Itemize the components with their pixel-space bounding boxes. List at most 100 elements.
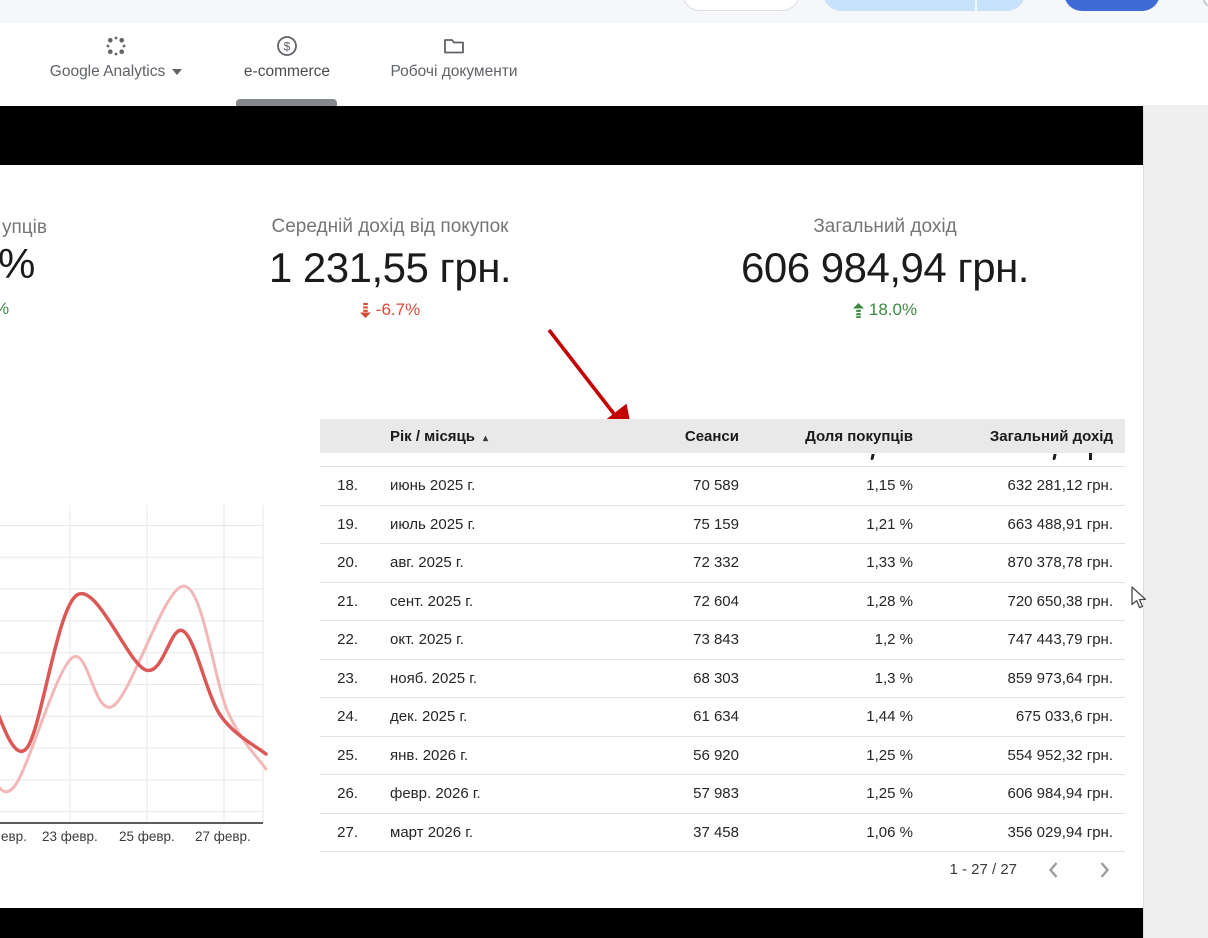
cell-revenue: 606 984,94 грн. (1007, 785, 1113, 803)
cell-year-month: окт. 2025 г. (390, 631, 464, 649)
pagination-range-label: 1 - 27 / 27 (949, 861, 1017, 878)
row-index: 24. (337, 708, 358, 726)
cell-revenue: 663 488,91 грн. (1007, 515, 1113, 533)
cell-sessions: 73 843 (693, 631, 739, 649)
svg-text:$: $ (284, 40, 291, 54)
table-body: 18. июнь 2025 г. 70 589 1,15 % 632 281,12 гр… (320, 467, 1125, 852)
pagination-prev-button[interactable] (1042, 858, 1066, 882)
cell-revenue: 675 033,6 грн. (1015, 708, 1113, 726)
row-index: 19. (337, 515, 358, 533)
report-footer-band (0, 908, 1143, 938)
cell-sessions: 57 983 (693, 785, 739, 803)
cell-revenue: 632 281,12 грн. (1007, 477, 1113, 495)
kpi-total-revenue: Загальний дохід 606 984,94 грн. 18.0% (735, 216, 1035, 320)
table-row-partial (320, 453, 1125, 467)
cell-revenue: 720 650,38 грн. (1007, 592, 1113, 610)
cell-share: 1,25 % (866, 746, 913, 764)
cell-year-month: сент. 2025 г. (390, 592, 474, 610)
cell-share: 1,2 % (874, 631, 913, 649)
tab-working-documents[interactable]: Робочі документи (377, 33, 531, 81)
striped-arrow-up-icon (852, 302, 864, 318)
monthly-table: Рік / місяць ▴ Сеанси Доля покупців Загал… (320, 419, 1125, 852)
header-sessions[interactable]: Сеанси (684, 427, 739, 445)
kpi-average-purchase-revenue: Середній дохід від покупок 1 231,55 грн.… (240, 216, 540, 320)
table-header-row: Рік / місяць ▴ Сеанси Доля покупців Загал… (320, 419, 1125, 453)
x-tick-label: евр. (1, 829, 27, 844)
cell-revenue: 554 952,32 грн. (1007, 746, 1113, 764)
sort-asc-icon: ▴ (482, 432, 489, 444)
cell-year-month: авг. 2025 г. (390, 554, 464, 572)
table-row: 26. февр. 2026 г. 57 983 1,25 % 606 984,94 г… (320, 775, 1125, 814)
tab-label: Робочі документи (390, 63, 518, 80)
cell-year-month: февр. 2026 г. (390, 785, 481, 803)
header-revenue[interactable]: Загальний дохід (989, 427, 1113, 445)
cell-sessions: 37 458 (693, 823, 739, 841)
table-pagination: 1 - 27 / 27 (320, 856, 1125, 888)
avatar[interactable] (1203, 0, 1208, 7)
header-share[interactable]: Доля покупців (805, 427, 913, 445)
kpi-left-label-fragment: упців (2, 217, 47, 238)
chevron-down-icon (172, 69, 183, 75)
outlined-button[interactable] (682, 0, 800, 11)
share-split-button[interactable] (823, 0, 1025, 11)
cell-share: 1,06 % (866, 823, 913, 841)
cell-share: 1,3 % (874, 669, 913, 687)
primary-button[interactable] (1064, 0, 1160, 11)
cell-year-month: янв. 2026 г. (390, 746, 469, 764)
table-row: 18. июнь 2025 г. 70 589 1,15 % 632 281,12 гр… (320, 467, 1125, 506)
kpi-left-delta-fragment: % (0, 299, 9, 319)
cell-sessions: 70 589 (693, 477, 739, 495)
table-row: 19. июль 2025 г. 75 159 1,21 % 663 488,91 гр… (320, 506, 1125, 544)
row-index: 23. (337, 669, 358, 687)
cell-share: 1,15 % (866, 477, 913, 495)
pagination-next-button[interactable] (1092, 858, 1116, 882)
cell-sessions: 56 920 (693, 746, 739, 764)
kpi-delta: 18.0% (868, 300, 918, 319)
cell-revenue: 859 973,64 грн. (1007, 669, 1113, 687)
striped-arrow-down-icon (359, 302, 371, 318)
browser-toolbar-strip (0, 0, 1208, 23)
x-tick-label: 27 февр. (195, 829, 251, 844)
table-row: 25. янв. 2026 г. 56 920 1,25 % 554 952,32 гр… (320, 737, 1125, 775)
table-row: 27. март 2026 г. 37 458 1,06 % 356 029,94 гр… (320, 814, 1125, 852)
cell-sessions: 72 604 (693, 592, 739, 610)
row-index: 25. (337, 746, 358, 764)
tab-e-commerce[interactable]: $ e-commerce (236, 33, 338, 81)
x-tick-label: 23 февр. (42, 829, 98, 844)
split-button-divider (975, 0, 977, 11)
cell-year-month: июнь 2025 г. (390, 477, 476, 495)
cell-year-month: нояб. 2025 г. (390, 669, 478, 687)
cell-revenue: 356 029,94 грн. (1007, 823, 1113, 841)
row-index: 22. (337, 631, 358, 649)
kpi-label: Середній дохід від покупок (271, 216, 509, 237)
table-row: 20. авг. 2025 г. 72 332 1,33 % 870 378,78 гр… (320, 544, 1125, 583)
cell-share: 1,25 % (866, 785, 913, 803)
x-tick-label: 25 февр. (119, 829, 175, 844)
cell-share: 1,21 % (866, 515, 913, 533)
kpi-label: Загальний дохід (813, 216, 957, 237)
header-year-month[interactable]: Рік / місяць ▴ (390, 427, 489, 445)
table-row: 21. сент. 2025 г. 72 604 1,28 % 720 650,38 г… (320, 583, 1125, 621)
row-index: 18. (337, 477, 358, 495)
timeseries-chart: евр. 23 февр. 25 февр. 27 февр. (0, 505, 268, 853)
cell-year-month: июль 2025 г. (390, 515, 476, 533)
cell-sessions: 72 332 (693, 554, 739, 572)
tab-label: Google Analytics (49, 63, 166, 80)
cell-revenue: 747 443,79 грн. (1007, 631, 1113, 649)
row-index: 27. (337, 823, 358, 841)
dollar-circle-icon: $ (236, 33, 338, 59)
sparkle-dots-icon (36, 33, 196, 59)
row-index: 20. (337, 554, 358, 572)
tab-google-analytics[interactable]: Google Analytics (36, 33, 196, 81)
cell-share: 1,33 % (866, 554, 913, 572)
kpi-value: 606 984,94 грн. (741, 244, 1029, 291)
active-tab-underline (236, 99, 337, 106)
row-index: 26. (337, 785, 358, 803)
cell-year-month: дек. 2025 г. (390, 708, 468, 726)
table-row: 24. дек. 2025 г. 61 634 1,44 % 675 033,6 грн… (320, 698, 1125, 737)
report-tabbar: Google Analytics $ e-commerce Робочі док… (0, 23, 1208, 106)
row-index: 21. (337, 592, 358, 610)
cell-sessions: 61 634 (693, 708, 739, 726)
cell-year-month: март 2026 г. (390, 823, 474, 841)
